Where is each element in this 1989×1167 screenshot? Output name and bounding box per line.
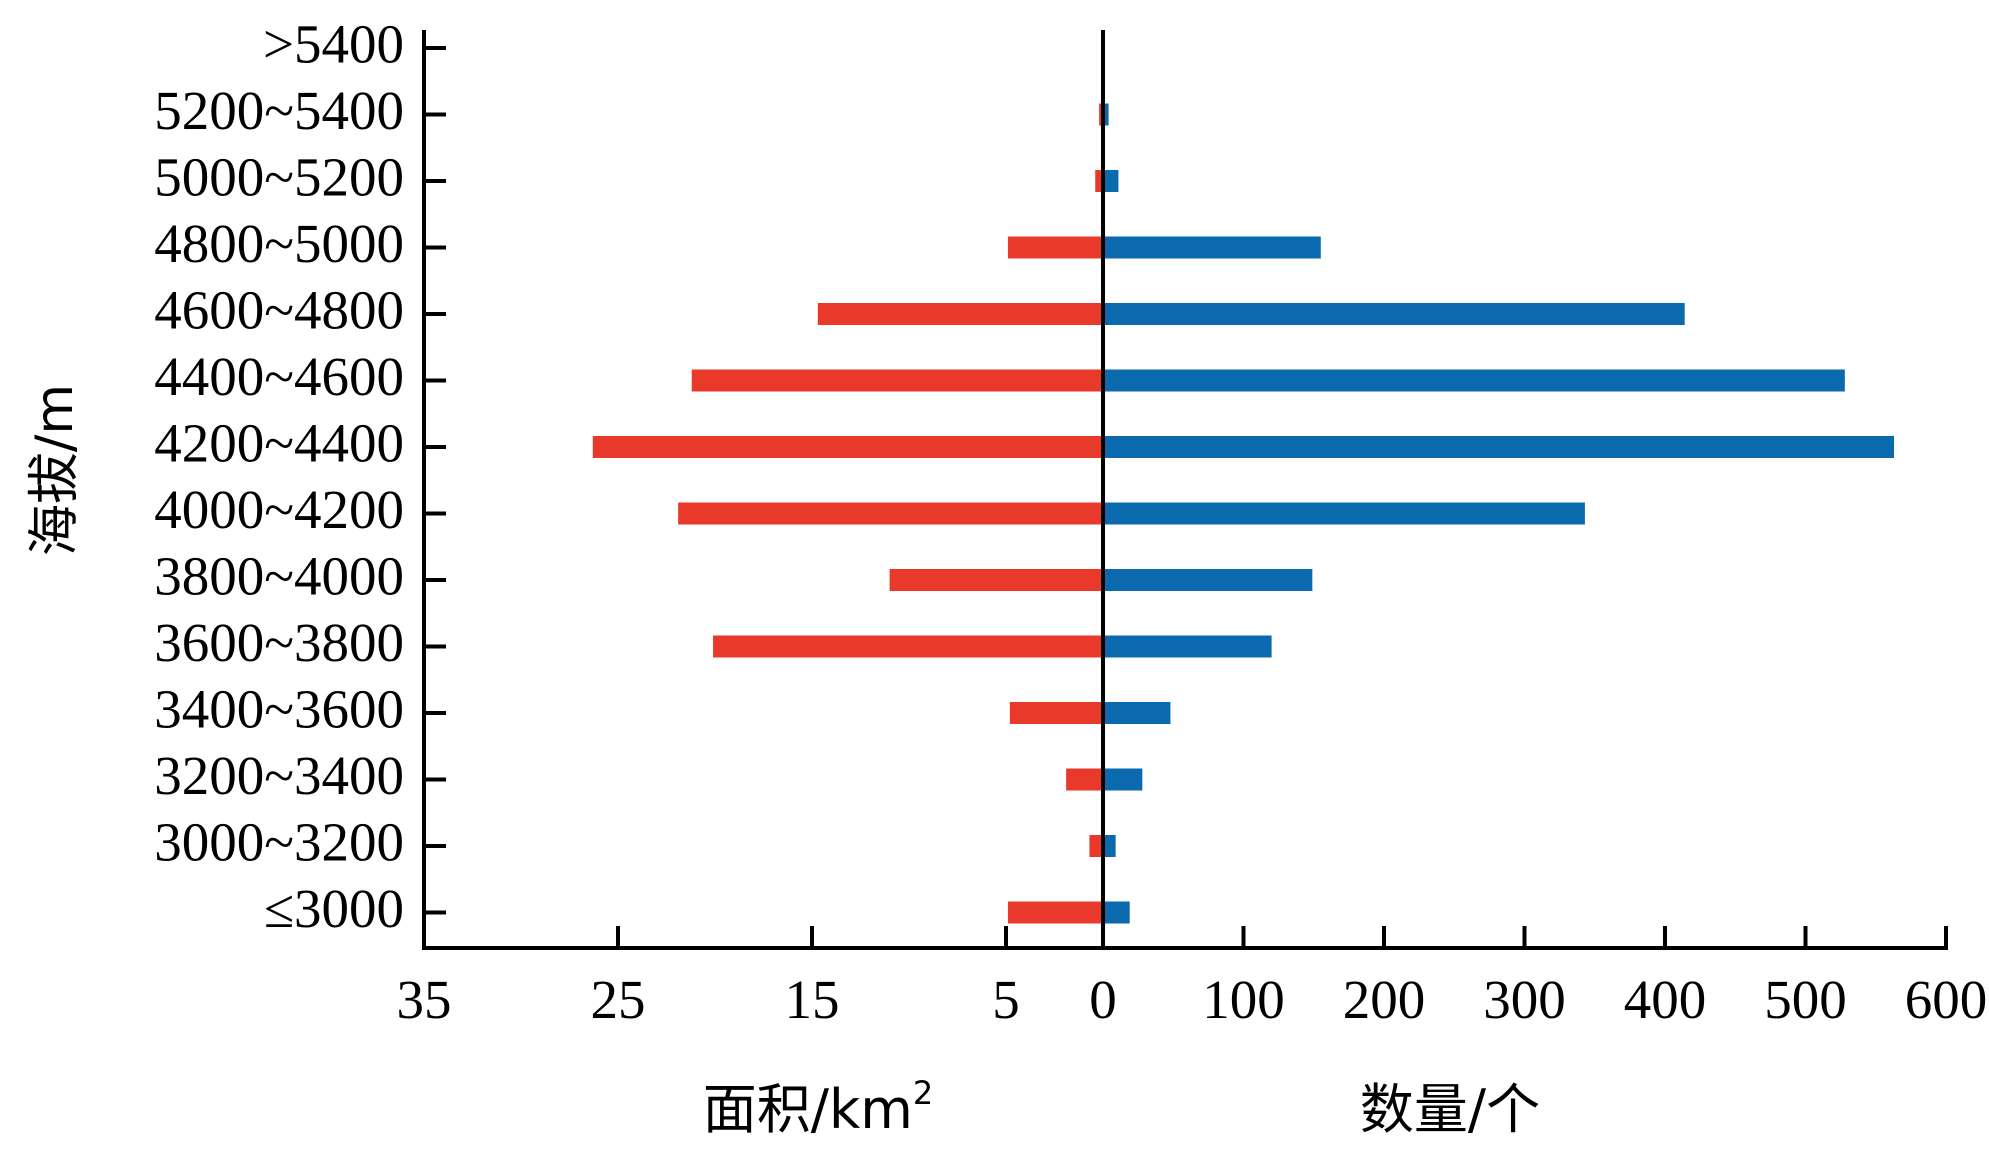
- y-tick-label: 4400~4600: [154, 346, 404, 407]
- count-bar: [1103, 502, 1585, 525]
- x-tick-label-right: 300: [1483, 969, 1566, 1030]
- y-tick-label: ≤3000: [264, 878, 404, 939]
- count-bar: [1103, 569, 1313, 591]
- y-tick-label: 3600~3800: [154, 612, 404, 673]
- x-tick-label-right: 400: [1624, 969, 1707, 1030]
- x-axis-title-left: 面积/km2: [703, 1074, 933, 1141]
- y-tick-label: 4000~4200: [154, 479, 404, 540]
- y-tick-label: 5000~5200: [154, 147, 404, 208]
- y-tick-label: 3400~3600: [154, 679, 404, 740]
- x-tick-label-left: 25: [591, 969, 646, 1030]
- count-bar: [1103, 635, 1272, 658]
- count-bar: [1103, 103, 1109, 126]
- axes: [422, 30, 1948, 950]
- count-bar: [1103, 702, 1171, 724]
- area-bar: [678, 502, 1103, 525]
- x-tick-label-left: 0: [1089, 969, 1117, 1030]
- area-bar: [1095, 170, 1103, 192]
- area-bar: [1009, 702, 1103, 724]
- x-axis-title-right: 数量/个: [1360, 1078, 1540, 1141]
- count-bar: [1103, 369, 1845, 392]
- count-bar: [1103, 768, 1143, 791]
- area-bar: [889, 569, 1103, 591]
- area-bar: [691, 369, 1103, 392]
- area-bar: [817, 303, 1103, 325]
- area-bar: [592, 436, 1103, 458]
- area-bar: [1007, 901, 1103, 924]
- y-tick-label: 5200~5400: [154, 80, 404, 141]
- x-axis-title-left-sup: 2: [913, 1074, 933, 1112]
- y-tick-label: 3200~3400: [154, 745, 404, 806]
- y-tick-label: 3000~3200: [154, 812, 404, 873]
- x-tick-label-right: 500: [1764, 969, 1847, 1030]
- y-tick-label: 4600~4800: [154, 280, 404, 341]
- y-tick-label: 3800~4000: [154, 546, 404, 607]
- area-bar: [1066, 768, 1103, 791]
- y-axis-title: 海拔/m: [25, 384, 85, 556]
- y-tick-label: >5400: [263, 14, 404, 75]
- y-tick-label: 4800~5000: [154, 213, 404, 274]
- count-bar: [1103, 436, 1895, 458]
- x-tick-label-right: 200: [1343, 969, 1426, 1030]
- area-bar: [713, 635, 1103, 658]
- count-bar: [1103, 236, 1321, 259]
- x-tick-label-left: 15: [785, 969, 840, 1030]
- count-bar: [1103, 835, 1116, 857]
- y-tick-label: 4200~4400: [154, 413, 404, 474]
- count-bars: [1103, 37, 1895, 924]
- x-tick-label-right: 600: [1905, 969, 1988, 1030]
- count-bar: [1103, 303, 1685, 325]
- tick-labels: >54005200~54005000~52004800~50004600~480…: [154, 14, 1987, 1030]
- x-tick-label-left: 5: [992, 969, 1020, 1030]
- count-bar: [1103, 170, 1119, 192]
- area-bars: [592, 37, 1103, 924]
- x-axis-title-left-text: 面积/km: [703, 1078, 913, 1141]
- area-bar: [1007, 236, 1103, 259]
- x-tick-label-right: 100: [1202, 969, 1285, 1030]
- x-tick-label-left: 35: [397, 969, 452, 1030]
- area-bar: [1089, 835, 1103, 857]
- count-bar: [1103, 901, 1130, 924]
